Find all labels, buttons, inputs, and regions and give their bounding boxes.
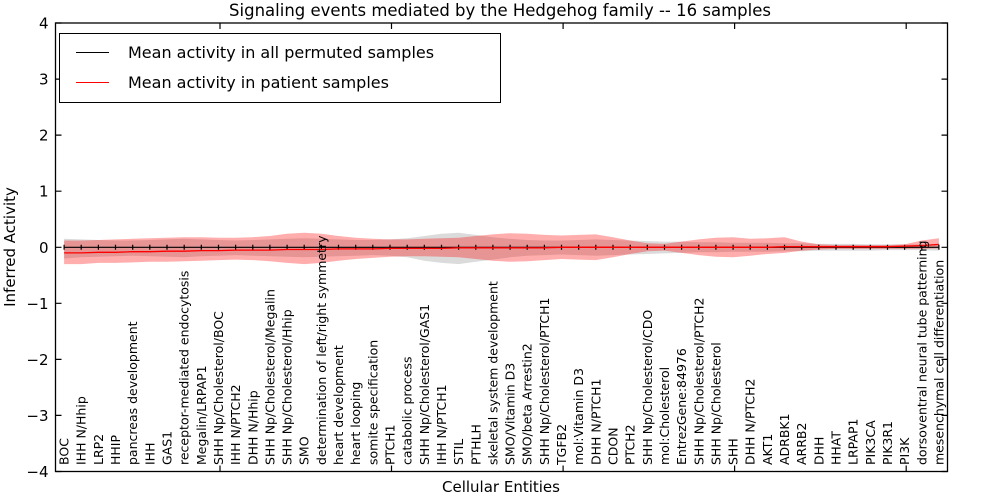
x-category-label: TGFB2 [554,424,569,466]
x-category-label: SHH Np/Cholesterol/Megalin [262,289,277,465]
y-axis-ticks [55,22,948,473]
x-category-label: mol:Cholesterol [657,367,672,465]
x-category-label: PTCH1 [383,424,398,465]
x-category-label: BOC [57,438,72,465]
patient-mean-line [64,243,939,254]
y-tick-label: −4 [26,463,48,481]
y-tick-label: −2 [26,351,48,369]
x-category-label: LRPAP1 [846,419,861,465]
x-category-label: SHH [726,438,741,465]
x-category-label: determination of left/right symmetry [314,235,329,465]
x-category-label: IHH [142,443,157,466]
x-category-label: heart looping [348,382,363,465]
legend-label-permuted: Mean activity in all permuted samples [128,43,435,62]
y-axis-label: Inferred Activity [1,187,19,307]
y-tick-label: −3 [26,407,48,425]
x-category-label: PTCH2 [623,424,638,465]
x-category-label: SHH Np/Cholesterol/GAS1 [417,304,432,465]
x-category-label: receptor-mediated endocytosis [177,271,192,465]
x-category-label: DHH [811,437,826,465]
x-category-label: SHH Np/Cholesterol/CDO [640,310,655,465]
legend-line-patient-icon [76,82,109,83]
x-category-label: IHH N/Hhip [74,396,89,465]
x-category-label: ADRBK1 [777,413,792,465]
x-category-label: LRP2 [91,434,106,465]
x-category-label: skeletal system development [485,281,500,465]
x-category-label: SMO [297,436,312,465]
x-category-label: DHH N/PTCH1 [588,379,603,465]
x-category-label: DHH N/Hhip [245,390,260,465]
x-category-label: HHIP [108,435,123,465]
x-category-label: PIK3R1 [880,421,895,465]
x-category-label: SHH Np/Cholesterol/PTCH1 [537,298,552,466]
x-category-label: somite specification [365,340,380,465]
x-category-label: SHH Np/Cholesterol/Hhip [280,309,295,465]
y-tick-label: 4 [39,15,49,33]
x-category-label: HHAT [829,431,844,465]
x-category-label: dorsoventral neural tube patterning [914,241,929,466]
x-category-label: SMO/Vitamin D3 [503,363,518,465]
legend-line-permuted-icon [76,52,109,53]
x-category-label: PI3K [897,437,912,465]
x-category-label: heart development [331,345,346,465]
x-category-label: catabolic process [400,356,415,465]
x-category-label: mesenchymal cell differentiation [931,260,946,465]
chart-title: Signaling events mediated by the Hedgeho… [229,1,771,20]
x-category-label: mol:Vitamin D3 [571,368,586,465]
x-category-label: IHH N/PTCH2 [228,384,243,465]
x-category-label: IHH N/PTCH1 [434,384,449,465]
y-tick-label: 1 [39,183,49,201]
x-category-label: pancreas development [125,321,140,465]
x-category-label: AKT1 [760,434,775,465]
x-category-label: CDON [606,427,621,465]
x-category-label: EntrezGene:84976 [674,348,689,465]
legend-item-patient: Mean activity in patient samples [76,73,494,92]
x-category-label: SHH Np/Cholesterol [708,342,723,465]
legend-item-permuted: Mean activity in all permuted samples [76,43,494,62]
x-category-label: PIK3CA [863,420,878,465]
x-category-label: STIL [451,439,466,465]
y-tick-label: 0 [39,239,49,257]
x-category-label: Megalin/LRPAP1 [194,365,209,465]
y-tick-label: 2 [39,127,49,145]
legend-label-patient: Mean activity in patient samples [128,73,389,92]
y-tick-label: 3 [39,71,49,89]
x-category-label: SMO/beta Arrestin2 [520,343,535,465]
x-category-label: GAS1 [160,431,175,465]
x-category-label: PTHLH [468,424,483,465]
x-category-label: SHH Np/Cholesterol/BOC [211,311,226,465]
x-axis-ticks [219,23,907,472]
y-tick-label: −1 [26,295,48,313]
x-category-label: ARRB2 [794,423,809,465]
x-category-label: SHH Np/Cholesterol/PTCH2 [691,298,706,466]
legend: Mean activity in all permuted samples Me… [59,33,501,103]
x-category-label: DHH N/PTCH2 [743,379,758,465]
x-axis-label: Cellular Entities [442,478,560,496]
